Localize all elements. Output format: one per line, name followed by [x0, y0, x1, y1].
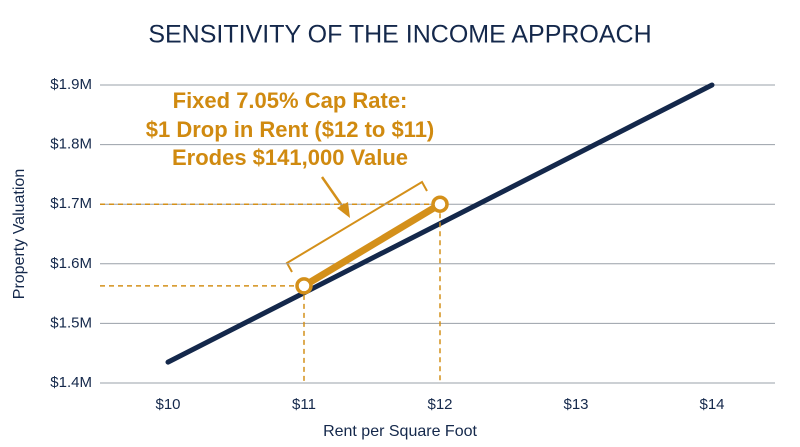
- chart-title: SENSITIVITY OF THE INCOME APPROACH: [148, 21, 651, 49]
- y-tick-label: $1.9M: [50, 76, 92, 93]
- y-axis-label: Property Valuation: [11, 169, 28, 299]
- point: [431, 195, 449, 213]
- annotation: $1 Drop in Rent ($12 to $11): [146, 117, 435, 142]
- x-axis-label: Rent per Square Foot: [323, 423, 477, 440]
- bracket: [285, 180, 428, 273]
- y-tick-label: $1.7M: [50, 195, 92, 212]
- x-tick-label: $11: [292, 396, 316, 413]
- line: [300, 200, 444, 290]
- annotation: Erodes $141,000 Value: [172, 145, 408, 170]
- y-tick-label: $1.4M: [50, 374, 92, 391]
- x-tick-label: $12: [427, 396, 452, 413]
- y-tick-label: $1.5M: [50, 314, 92, 331]
- arrow-head: [337, 202, 350, 218]
- point: [295, 277, 313, 295]
- annotation: Fixed 7.05% Cap Rate:: [173, 88, 408, 113]
- x-tick-label: $10: [155, 396, 180, 413]
- y-tick-label: $1.8M: [50, 136, 92, 153]
- y-tick-label: $1.6M: [50, 255, 92, 272]
- arrow: [320, 176, 347, 211]
- x-tick-label: $13: [563, 396, 588, 413]
- x-tick-label: $14: [699, 396, 724, 413]
